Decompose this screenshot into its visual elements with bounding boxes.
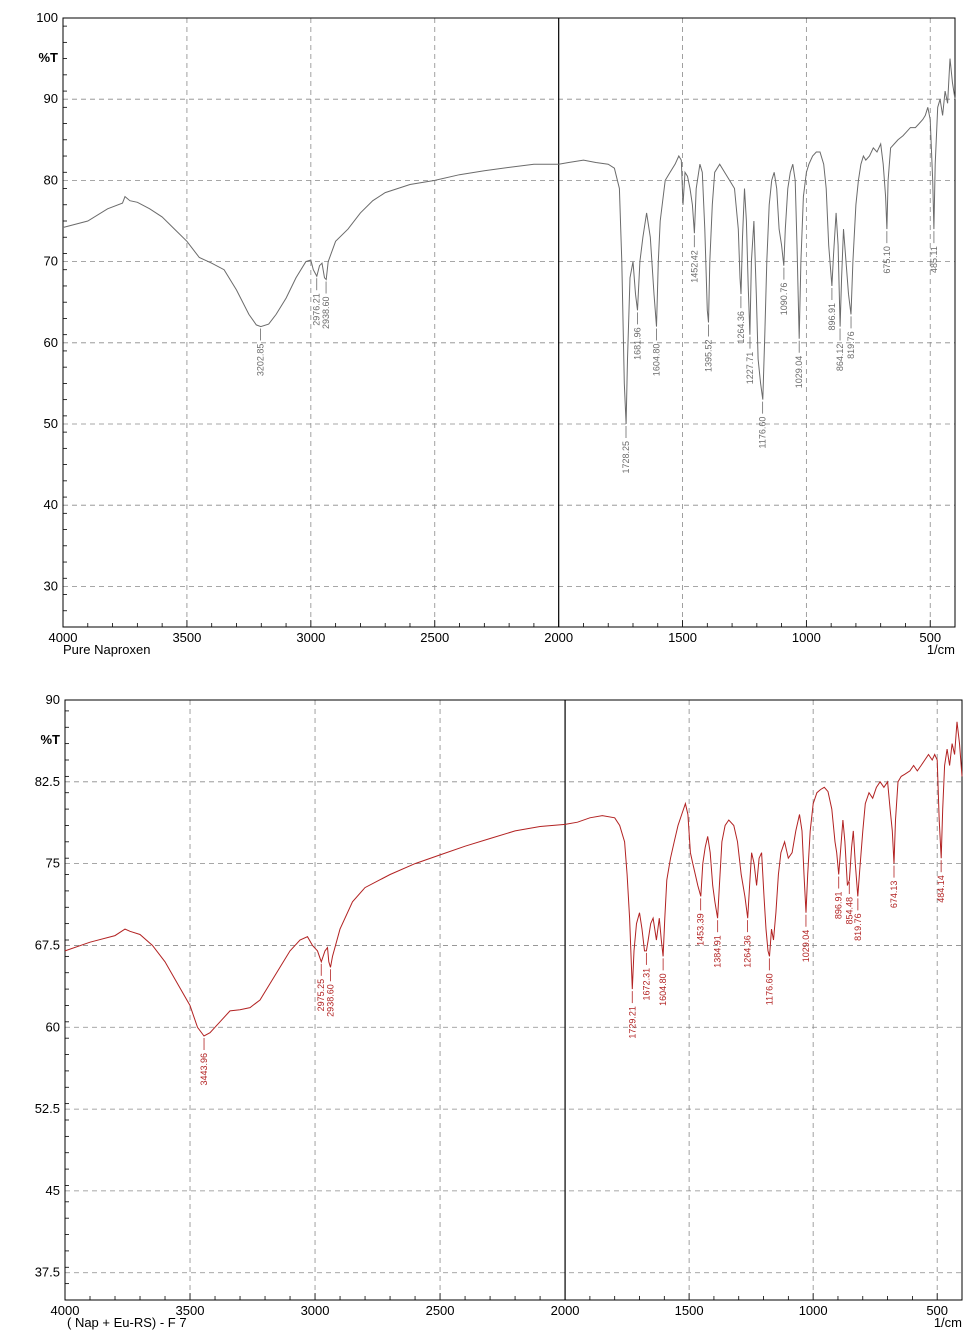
peak-label: 2938.60 xyxy=(321,296,331,329)
y-tick-label: 75 xyxy=(46,856,60,871)
x-tick-label: 3500 xyxy=(172,630,201,645)
x-tick-label: 500 xyxy=(919,630,941,645)
x-axis-unit: 1/cm xyxy=(934,1315,962,1330)
x-tick-labels: 4000 3500 3000 2500 2000 1500 1000 500 xyxy=(49,630,942,645)
spectrum-line xyxy=(64,721,963,1037)
y-tick-label: 45 xyxy=(46,1183,60,1198)
peak-label: 1029.04 xyxy=(801,930,811,963)
peak-label: 3443.96 xyxy=(199,1053,209,1086)
x-tick-label: 2500 xyxy=(420,630,449,645)
peak-label: 1176.60 xyxy=(764,973,774,1005)
y-tick-label: 60 xyxy=(44,335,58,350)
peak-annotations: 3443.96 2975.25 2938.60 1729.21 1672.31 1604.… xyxy=(199,860,946,1086)
peak-label: 1672.31 xyxy=(641,968,651,1001)
peak-label: 854.48 xyxy=(844,897,854,925)
peak-label: 896.91 xyxy=(827,303,837,331)
peak-label: 819.76 xyxy=(853,913,863,941)
peak-label: 1176.60 xyxy=(758,417,768,449)
x-tick-label: 1000 xyxy=(799,1303,828,1318)
peak-label: 1729.21 xyxy=(627,1006,637,1039)
y-tick-label: 67.5 xyxy=(35,937,60,952)
y-tick-label: 50 xyxy=(44,416,58,431)
peak-label: 864.12 xyxy=(835,344,845,372)
peak-label: 1604.80 xyxy=(658,973,668,1006)
y-axis-label: %T xyxy=(41,732,61,747)
y-tick-labels: 90 82.5 75 67.5 60 52.5 45 37.5 xyxy=(35,692,60,1280)
x-tick-label: 2000 xyxy=(551,1303,580,1318)
grid-lines xyxy=(65,699,962,1300)
y-tick-label: 100 xyxy=(36,10,58,25)
x-tick-label: 4000 xyxy=(51,1303,80,1318)
peak-label: 1264.36 xyxy=(736,311,746,344)
peak-label: 819.76 xyxy=(846,331,856,359)
axis-ticks xyxy=(62,25,956,628)
peak-label: 1681.96 xyxy=(632,327,642,360)
y-tick-labels: 100 90 80 70 60 50 40 30 xyxy=(36,10,58,593)
peak-label: 1728.25 xyxy=(621,441,631,474)
y-tick-label: 70 xyxy=(44,254,58,269)
x-tick-label: 2000 xyxy=(544,630,573,645)
y-tick-label: 52.5 xyxy=(35,1101,60,1116)
x-axis-unit: 1/cm xyxy=(927,642,955,657)
peak-label: 1395.52 xyxy=(703,340,713,373)
y-tick-label: 80 xyxy=(44,172,58,187)
peak-label: 675.10 xyxy=(882,246,892,274)
peak-label: 674.13 xyxy=(889,881,899,909)
y-tick-label: 82.5 xyxy=(35,774,60,789)
grid-lines xyxy=(63,17,955,627)
peak-label: 1604.80 xyxy=(652,344,662,377)
peak-label: 1090.76 xyxy=(779,283,789,316)
x-tick-label: 4000 xyxy=(49,630,78,645)
y-tick-label: 90 xyxy=(46,692,60,707)
y-axis-label: %T xyxy=(39,50,59,65)
x-tick-label: 3500 xyxy=(176,1303,205,1318)
peak-label: 3202.85 xyxy=(256,344,266,377)
peak-label: 2976.21 xyxy=(312,293,322,326)
peak-label: 485.11 xyxy=(929,246,939,273)
sample-name: Pure Naproxen xyxy=(63,642,150,657)
x-tick-labels: 4000 3500 3000 2500 2000 1500 1000 500 xyxy=(51,1303,949,1318)
x-tick-label: 500 xyxy=(926,1303,948,1318)
peak-label: 484.14 xyxy=(936,875,946,903)
y-tick-label: 40 xyxy=(44,497,58,512)
peak-label: 1452.42 xyxy=(689,250,699,283)
y-tick-label: 30 xyxy=(44,578,58,593)
plot-frame xyxy=(62,17,956,628)
panel-pure-naproxen: 100 90 80 70 60 50 40 30 4000 3500 3000 2500 2000 15… xyxy=(36,10,956,657)
x-tick-label: 3000 xyxy=(296,630,325,645)
sample-name: ( Nap + Eu-RS) - F 7 xyxy=(67,1315,187,1330)
peak-label: 1264.36 xyxy=(743,935,753,968)
peak-label: 2975.25 xyxy=(316,979,326,1012)
peak-label: 2938.60 xyxy=(325,984,335,1017)
peak-label: 896.91 xyxy=(834,892,844,920)
peak-label: 1029.04 xyxy=(794,356,804,389)
spectrum-line xyxy=(62,58,956,425)
y-tick-label: 37.5 xyxy=(35,1265,60,1280)
y-tick-label: 60 xyxy=(46,1019,60,1034)
y-tick-label: 90 xyxy=(44,91,58,106)
x-tick-label: 1500 xyxy=(675,1303,704,1318)
plot-frame xyxy=(64,699,963,1301)
peak-label: 1227.71 xyxy=(745,352,755,385)
axis-ticks xyxy=(64,710,963,1301)
x-tick-label: 1500 xyxy=(668,630,697,645)
x-tick-label: 2500 xyxy=(426,1303,455,1318)
peak-annotations: 3202.85 2976.21 2938.60 1728.25 1681.96 1604.… xyxy=(256,231,939,474)
peak-label: 1384.91 xyxy=(713,935,723,968)
x-tick-label: 1000 xyxy=(792,630,821,645)
panel-nap-eu-rs-f7: 90 82.5 75 67.5 60 52.5 45 37.5 4000 3500 3000 250… xyxy=(35,692,963,1330)
peak-label: 1453.39 xyxy=(696,913,706,946)
x-tick-label: 3000 xyxy=(301,1303,330,1318)
